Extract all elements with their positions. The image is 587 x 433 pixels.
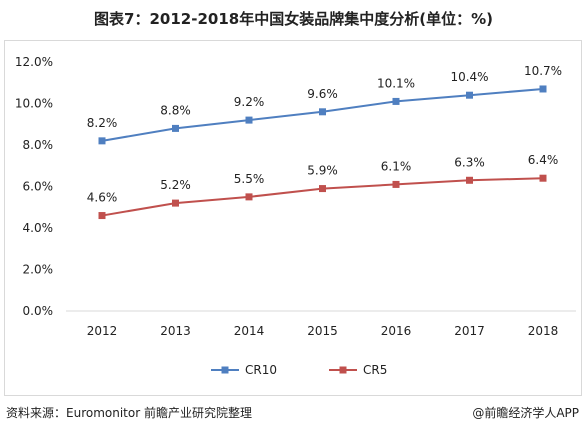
- legend-item-cr5: CR5: [329, 363, 387, 377]
- y-tick-label: 8.0%: [23, 138, 54, 152]
- brand-credit: @前瞻经济学人APP: [472, 406, 579, 420]
- data-point: [539, 174, 547, 182]
- data-label: 6.3%: [454, 155, 485, 169]
- data-point: [98, 212, 106, 220]
- data-label: 8.2%: [87, 116, 118, 130]
- source-note: 资料来源：Euromonitor 前瞻产业研究院整理: [6, 406, 252, 420]
- data-label: 6.1%: [381, 159, 412, 173]
- legend-label: CR10: [245, 363, 277, 377]
- y-tick-label: 2.0%: [23, 263, 54, 277]
- y-tick-label: 10.0%: [15, 97, 53, 111]
- data-point: [466, 91, 473, 99]
- y-tick-label: 0.0%: [23, 304, 54, 318]
- data-label: 9.2%: [234, 95, 265, 109]
- data-point: [466, 176, 473, 184]
- data-label: 9.6%: [307, 87, 338, 101]
- data-point: [98, 137, 106, 145]
- data-label: 10.4%: [450, 70, 488, 84]
- y-tick-label: 12.0%: [15, 55, 53, 69]
- data-point: [539, 85, 547, 93]
- y-tick-label: 6.0%: [23, 180, 54, 194]
- x-tick-label: 2013: [160, 324, 191, 338]
- x-tick-label: 2014: [234, 324, 265, 338]
- data-label: 5.9%: [307, 164, 338, 178]
- x-tick-label: 2018: [528, 324, 559, 338]
- legend-label: CR5: [363, 363, 387, 377]
- data-point: [319, 185, 326, 193]
- data-point: [172, 199, 179, 207]
- data-label: 10.1%: [377, 76, 415, 90]
- data-label: 5.2%: [160, 178, 191, 192]
- chart-title: 图表7：2012-2018年中国女装品牌集中度分析(单位：%): [94, 10, 493, 28]
- data-label: 5.5%: [234, 172, 265, 186]
- x-tick-label: 2015: [307, 324, 338, 338]
- data-point: [245, 193, 253, 201]
- data-point: [172, 124, 179, 132]
- data-label: 4.6%: [87, 191, 118, 205]
- y-tick-label: 4.0%: [23, 221, 54, 235]
- data-label: 6.4%: [528, 153, 559, 167]
- data-label: 8.8%: [160, 103, 191, 117]
- legend-swatch-marker: [339, 366, 347, 374]
- data-label: 10.7%: [524, 64, 562, 78]
- data-point: [319, 108, 326, 116]
- data-point: [392, 180, 400, 188]
- series-cr5: 4.6% 5.2% 5.5% 5.9% 6.1% 6.3% 6.4%: [87, 153, 559, 220]
- legend-swatch-marker: [221, 366, 229, 374]
- x-tick-label: 2012: [87, 324, 118, 338]
- x-tick-label: 2016: [381, 324, 412, 338]
- series-cr10: 8.2% 8.8% 9.2% 9.6% 10.1% 10.4% 10.7%: [87, 64, 562, 145]
- x-tick-label: 2017: [454, 324, 485, 338]
- legend-item-cr10: CR10: [211, 363, 277, 377]
- chart-frame: [4, 40, 582, 396]
- data-point: [245, 116, 253, 124]
- data-point: [392, 97, 400, 105]
